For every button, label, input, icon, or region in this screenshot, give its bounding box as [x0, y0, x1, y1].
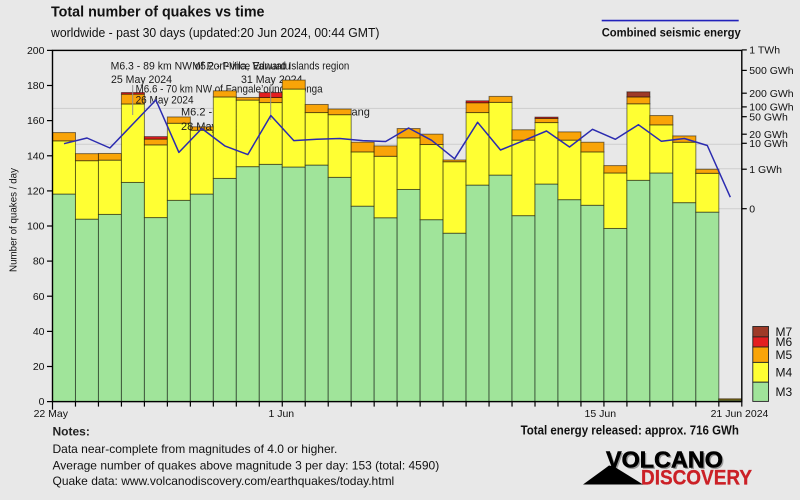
svg-text:100: 100 [27, 221, 45, 233]
svg-text:180: 180 [27, 80, 45, 92]
svg-text:21 Jun 2024: 21 Jun 2024 [711, 408, 769, 420]
svg-text:VOLCANO: VOLCANO [608, 448, 725, 474]
svg-text:Quake data: www.volcanodiscove: Quake data: www.volcanodiscovery.com/ear… [53, 474, 395, 488]
svg-text:140: 140 [27, 150, 45, 162]
svg-text:40: 40 [33, 326, 45, 338]
svg-text:26 May 2024: 26 May 2024 [136, 95, 194, 107]
svg-text:15 Jun: 15 Jun [585, 408, 617, 420]
svg-text:Combined seismic energy: Combined seismic energy [602, 26, 741, 40]
svg-text:Average number of quakes above: Average number of quakes above magnitude… [53, 458, 440, 472]
svg-text:0: 0 [749, 203, 755, 215]
svg-text:M6.2 -: M6.2 - [181, 107, 213, 119]
svg-text:200: 200 [27, 45, 45, 57]
svg-text:60: 60 [33, 291, 45, 303]
svg-text:DISCOVERY: DISCOVERY [641, 465, 752, 489]
svg-text:Data near-complete from magnit: Data near-complete from magnitudes of 4.… [53, 442, 338, 456]
svg-text:20: 20 [33, 361, 45, 373]
svg-text:1 GWh: 1 GWh [749, 164, 782, 176]
svg-text:1 TWh: 1 TWh [749, 45, 780, 57]
svg-text:VOLCANO: VOLCANO [606, 446, 723, 472]
svg-text:1 Jun: 1 Jun [268, 408, 294, 420]
svg-text:ang: ang [352, 107, 370, 119]
svg-text:500 GWh: 500 GWh [749, 65, 794, 77]
svg-text:100 GWh: 100 GWh [749, 102, 794, 114]
svg-text:M6: M6 [776, 335, 793, 349]
svg-text:M5: M5 [776, 348, 793, 362]
svg-text:Number of quakes / day: Number of quakes / day [9, 168, 20, 272]
svg-text:Total energy released: approx.: Total energy released: approx. 716 GWh [521, 424, 739, 438]
svg-text:50 GWh: 50 GWh [749, 111, 788, 123]
svg-text:M3: M3 [776, 385, 793, 399]
svg-text:M5.2 - Prince Edward Islands r: M5.2 - Prince Edward Islands region [192, 61, 349, 73]
svg-text:10 GWh: 10 GWh [749, 138, 788, 150]
svg-text:M4: M4 [776, 366, 793, 380]
svg-text:200 GWh: 200 GWh [749, 88, 794, 100]
svg-text:Notes:: Notes: [53, 425, 90, 439]
svg-text:Total number of quakes vs time: Total number of quakes vs time [51, 3, 265, 20]
svg-text:120: 120 [27, 186, 45, 198]
svg-text:M7: M7 [776, 325, 793, 339]
svg-text:20 GWh: 20 GWh [749, 129, 788, 141]
svg-text:worldwide - past 30 days (upda: worldwide - past 30 days (updated:20 Jun… [50, 25, 379, 40]
svg-text:0: 0 [39, 396, 45, 408]
svg-text:160: 160 [27, 115, 45, 127]
svg-text:M6.3 - 89 km NW of Port-Vila,: M6.3 - 89 km NW of Port-Vila, Vanuatu [111, 61, 291, 73]
svg-text:80: 80 [33, 256, 45, 268]
svg-text:22 May: 22 May [34, 408, 69, 420]
svg-text:25 May 2024: 25 May 2024 [111, 74, 172, 86]
